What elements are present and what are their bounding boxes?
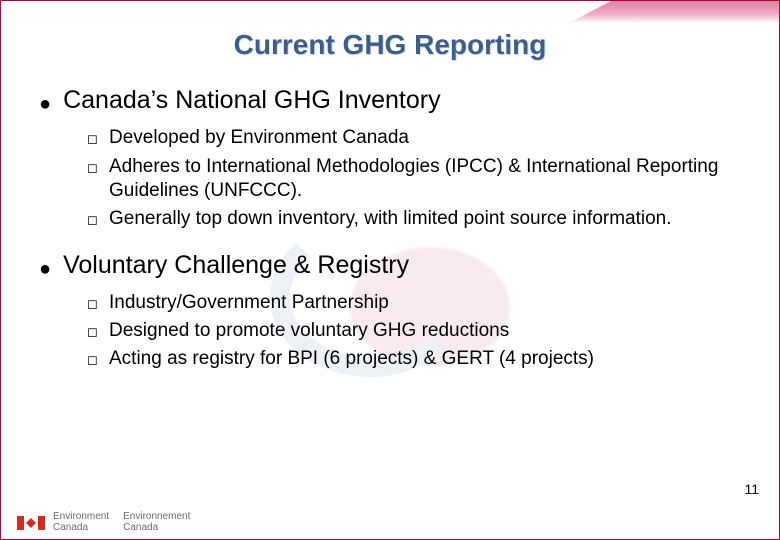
page-number: 11 — [744, 481, 759, 497]
sub-bullet-icon: ◻ — [87, 211, 99, 229]
list-item: ◻ Generally top down inventory, with lim… — [87, 207, 743, 231]
list-item: ● Voluntary Challenge & Registry ◻ Indus… — [39, 250, 743, 372]
bullet-list-level2: ◻ Developed by Environment Canada ◻ Adhe… — [39, 126, 743, 231]
sub-bullet-icon: ◻ — [87, 323, 99, 341]
canada-flag-icon — [17, 516, 45, 530]
l2-text: Designed to promote voluntary GHG reduct… — [109, 319, 509, 343]
sub-bullet-icon: ◻ — [87, 295, 99, 313]
list-item: ◻ Industry/Government Partnership — [87, 291, 743, 315]
l1-text: Canada’s National GHG Inventory — [63, 85, 441, 116]
slide-content: Current GHG Reporting ● Canada’s Nationa… — [1, 1, 779, 539]
list-item: ◻ Adheres to International Methodologies… — [87, 155, 743, 204]
sub-bullet-icon: ◻ — [87, 351, 99, 369]
l2-text: Industry/Government Partnership — [109, 291, 389, 315]
slide-title: Current GHG Reporting — [37, 29, 743, 61]
list-item: ◻ Developed by Environment Canada — [87, 126, 743, 150]
l1-text: Voluntary Challenge & Registry — [63, 250, 409, 281]
sub-bullet-icon: ◻ — [87, 159, 99, 177]
l2-text: Acting as registry for BPI (6 projects) … — [109, 347, 594, 371]
l2-text: Generally top down inventory, with limit… — [109, 207, 672, 231]
dept-en-line1: Environment — [53, 512, 109, 523]
footer-branding: Environment Canada Environnement Canada — [17, 512, 190, 533]
bullet-list-level2: ◻ Industry/Government Partnership ◻ Desi… — [39, 291, 743, 372]
list-item: ◻ Acting as registry for BPI (6 projects… — [87, 347, 743, 371]
sub-bullet-icon: ◻ — [87, 130, 99, 148]
bullet-list-level1: ● Canada’s National GHG Inventory ◻ Deve… — [37, 85, 743, 372]
department-wordmark: Environment Canada Environnement Canada — [53, 512, 190, 533]
bullet-icon: ● — [39, 94, 51, 114]
l2-text: Adheres to International Methodologies (… — [109, 155, 743, 204]
dept-fr-line1: Environnement — [123, 512, 190, 523]
slide-footer: Environment Canada Environnement Canada — [1, 499, 779, 539]
dept-en-line2: Canada — [53, 523, 109, 534]
bullet-icon: ● — [39, 259, 51, 279]
list-item: ● Canada’s National GHG Inventory ◻ Deve… — [39, 85, 743, 232]
dept-fr-line2: Canada — [123, 523, 190, 534]
l2-text: Developed by Environment Canada — [109, 126, 409, 150]
list-item: ◻ Designed to promote voluntary GHG redu… — [87, 319, 743, 343]
